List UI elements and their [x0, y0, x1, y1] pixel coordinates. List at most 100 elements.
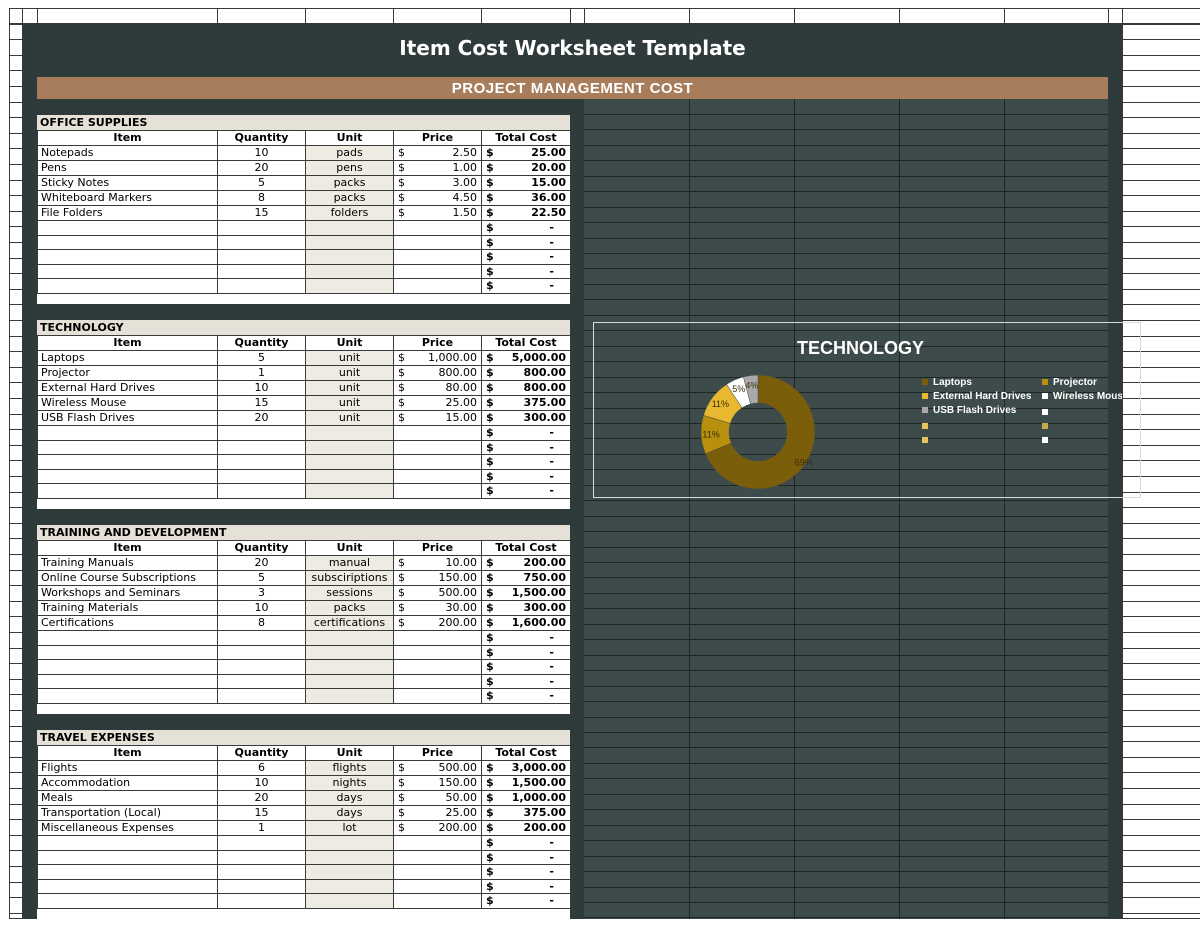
quantity-cell[interactable] [217, 688, 306, 704]
item-cell[interactable] [37, 659, 218, 675]
price-cell[interactable] [393, 439, 482, 456]
item-cell[interactable] [37, 439, 218, 456]
item-cell[interactable] [37, 234, 218, 251]
total-cost-cell[interactable]: $25.00 [481, 145, 571, 161]
total-cost-cell[interactable]: $750.00 [481, 570, 571, 586]
item-cell[interactable]: Flights [37, 760, 218, 776]
unit-cell[interactable] [305, 483, 394, 499]
price-cell[interactable] [393, 688, 482, 704]
unit-cell[interactable]: unit [305, 395, 394, 411]
unit-cell[interactable]: folders [305, 205, 394, 221]
price-cell[interactable]: $500.00 [393, 760, 482, 776]
quantity-cell[interactable]: 20 [217, 160, 306, 176]
item-cell[interactable] [37, 849, 218, 866]
item-cell[interactable] [37, 835, 218, 851]
total-cost-cell[interactable]: $ - [481, 849, 571, 866]
price-cell[interactable]: $3.00 [393, 175, 482, 191]
unit-cell[interactable] [305, 673, 394, 690]
unit-cell[interactable]: nights [305, 775, 394, 791]
item-cell[interactable] [37, 893, 218, 909]
item-cell[interactable] [37, 454, 218, 470]
unit-cell[interactable] [305, 659, 394, 675]
technology-chart[interactable] [593, 322, 1141, 498]
quantity-cell[interactable]: 10 [217, 775, 306, 791]
quantity-cell[interactable]: 8 [217, 190, 306, 206]
unit-cell[interactable] [305, 249, 394, 265]
total-cost-cell[interactable]: $800.00 [481, 380, 571, 396]
item-cell[interactable] [37, 878, 218, 895]
quantity-cell[interactable]: 10 [217, 600, 306, 616]
item-cell[interactable]: Miscellaneous Expenses [37, 820, 218, 836]
quantity-cell[interactable] [217, 220, 306, 236]
price-cell[interactable]: $4.50 [393, 190, 482, 206]
item-cell[interactable]: Laptops [37, 350, 218, 366]
price-cell[interactable]: $1.50 [393, 205, 482, 221]
quantity-cell[interactable]: 3 [217, 585, 306, 601]
total-cost-cell[interactable]: $ - [481, 878, 571, 895]
price-cell[interactable]: $25.00 [393, 805, 482, 821]
total-cost-cell[interactable]: $3,000.00 [481, 760, 571, 776]
total-cost-cell[interactable]: $20.00 [481, 160, 571, 176]
total-cost-cell[interactable]: $ - [481, 630, 571, 646]
price-cell[interactable]: $200.00 [393, 615, 482, 631]
item-cell[interactable]: File Folders [37, 205, 218, 221]
unit-cell[interactable]: packs [305, 175, 394, 191]
donut-slice-usb-flash-drives[interactable] [743, 374, 759, 405]
price-cell[interactable]: $800.00 [393, 365, 482, 381]
quantity-cell[interactable]: 20 [217, 555, 306, 571]
item-cell[interactable] [37, 220, 218, 236]
unit-cell[interactable]: manual [305, 555, 394, 571]
quantity-cell[interactable] [217, 425, 306, 441]
unit-cell[interactable] [305, 630, 394, 646]
item-cell[interactable] [37, 483, 218, 499]
price-cell[interactable]: $2.50 [393, 145, 482, 161]
unit-cell[interactable]: flights [305, 760, 394, 776]
item-cell[interactable]: Meals [37, 790, 218, 806]
price-cell[interactable]: $1,000.00 [393, 350, 482, 366]
total-cost-cell[interactable]: $800.00 [481, 365, 571, 381]
price-cell[interactable] [393, 893, 482, 909]
total-cost-cell[interactable]: $ - [481, 835, 571, 851]
unit-cell[interactable]: packs [305, 190, 394, 206]
price-cell[interactable] [393, 864, 482, 880]
quantity-cell[interactable] [217, 864, 306, 880]
price-cell[interactable]: $30.00 [393, 600, 482, 616]
quantity-cell[interactable] [217, 234, 306, 251]
item-cell[interactable]: USB Flash Drives [37, 410, 218, 426]
unit-cell[interactable]: pens [305, 160, 394, 176]
price-cell[interactable]: $80.00 [393, 380, 482, 396]
unit-cell[interactable]: certifications [305, 615, 394, 631]
quantity-cell[interactable] [217, 454, 306, 470]
price-cell[interactable] [393, 835, 482, 851]
item-cell[interactable] [37, 864, 218, 880]
quantity-cell[interactable] [217, 483, 306, 499]
price-cell[interactable] [393, 878, 482, 895]
quantity-cell[interactable]: 5 [217, 570, 306, 586]
unit-cell[interactable] [305, 425, 394, 441]
price-cell[interactable] [393, 644, 482, 661]
total-cost-cell[interactable]: $ - [481, 659, 571, 675]
total-cost-cell[interactable]: $300.00 [481, 410, 571, 426]
unit-cell[interactable] [305, 878, 394, 895]
total-cost-cell[interactable]: $36.00 [481, 190, 571, 206]
unit-cell[interactable]: days [305, 790, 394, 806]
unit-cell[interactable]: unit [305, 365, 394, 381]
item-cell[interactable]: Sticky Notes [37, 175, 218, 191]
item-cell[interactable]: Transportation (Local) [37, 805, 218, 821]
total-cost-cell[interactable]: $ - [481, 220, 571, 236]
total-cost-cell[interactable]: $ - [481, 234, 571, 251]
quantity-cell[interactable] [217, 849, 306, 866]
quantity-cell[interactable]: 15 [217, 805, 306, 821]
price-cell[interactable] [393, 659, 482, 675]
price-cell[interactable] [393, 673, 482, 690]
total-cost-cell[interactable]: $1,000.00 [481, 790, 571, 806]
item-cell[interactable] [37, 468, 218, 485]
legend-item-projector[interactable]: Projector [1042, 377, 1097, 388]
unit-cell[interactable] [305, 439, 394, 456]
unit-cell[interactable] [305, 234, 394, 251]
total-cost-cell[interactable]: $ - [481, 673, 571, 690]
item-cell[interactable]: Projector [37, 365, 218, 381]
legend-item-wireless-mouse[interactable]: Wireless Mouse [1042, 391, 1122, 402]
total-cost-cell[interactable]: $ - [481, 893, 571, 909]
total-cost-cell[interactable]: $ - [481, 278, 571, 294]
